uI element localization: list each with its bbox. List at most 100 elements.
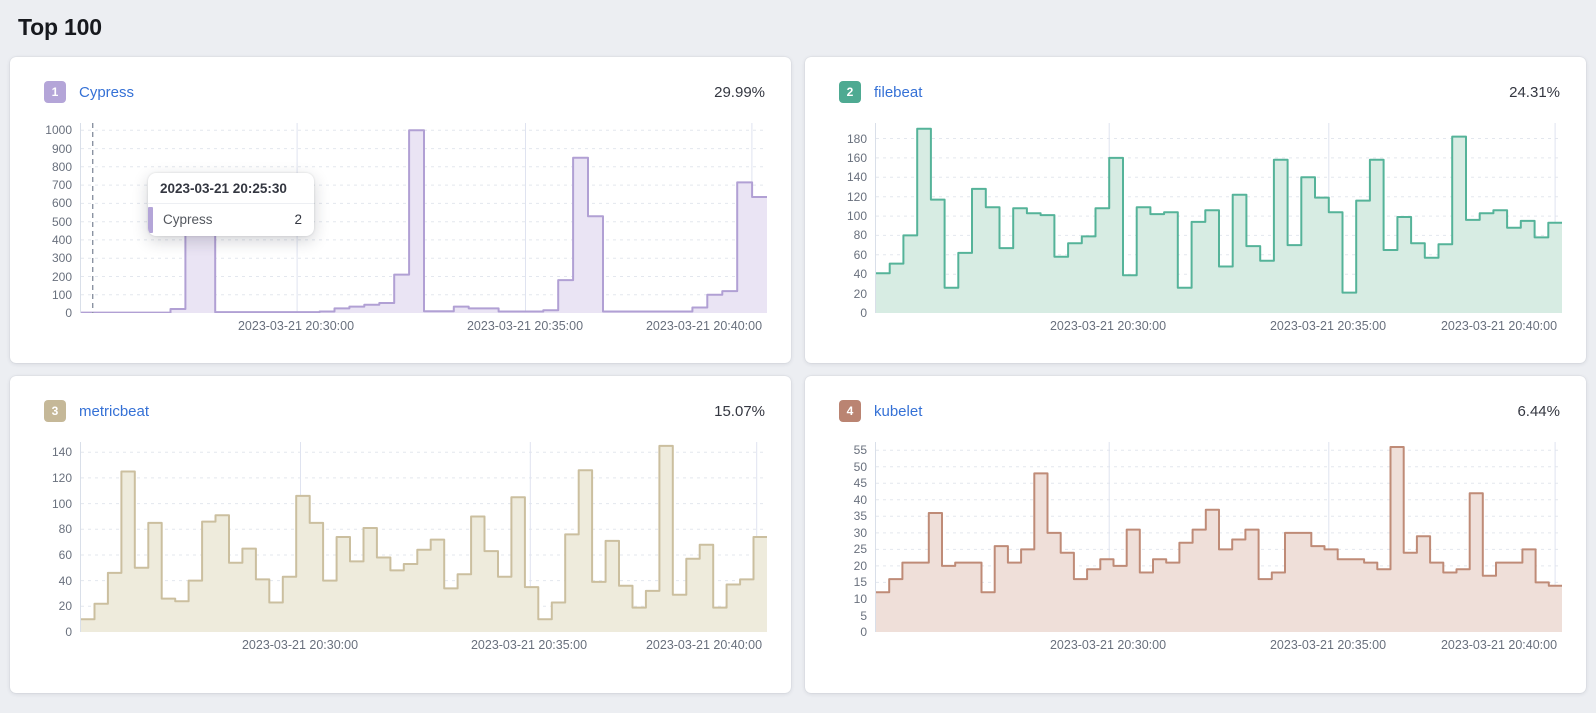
y-axis-tick-label: 0: [65, 306, 72, 320]
y-axis: 0 20 40 60 80 100 120 140 160 180: [829, 123, 875, 337]
card-header: 4 kubelet 6.44%: [829, 400, 1562, 422]
tooltip-series-row: Cypress 2: [148, 204, 314, 236]
chart-tooltip: 2023-03-21 20:25:30 Cypress 2: [148, 173, 314, 236]
tooltip-series-value: 2: [294, 212, 302, 227]
y-axis-tick-label: 0: [65, 625, 72, 639]
x-axis-tick-label: 2023-03-21 20:35:00: [1269, 319, 1387, 333]
filebeat-area-series: [876, 123, 1562, 313]
x-axis-tick-label: 2023-03-21 20:40:00: [1440, 319, 1558, 333]
rank-badge: 3: [44, 400, 66, 422]
y-axis-tick-label: 1000: [45, 123, 72, 138]
y-axis-tick-label: 40: [58, 573, 72, 588]
series-link-metricbeat[interactable]: metricbeat: [79, 402, 150, 420]
percent-value: 6.44%: [1517, 402, 1560, 420]
y-axis-tick-label: 25: [853, 542, 867, 557]
card-metricbeat: 3 metricbeat 15.07% 0 20 40 60 80 100 120 140 2…: [10, 376, 791, 693]
area-outline: [876, 446, 1562, 594]
y-axis-tick-label: 800: [51, 159, 72, 174]
kubelet-area-series: [876, 442, 1562, 632]
card-header: 3 metricbeat 15.07%: [34, 400, 767, 422]
y-axis-tick-label: 5: [860, 608, 867, 623]
series-link-kubelet[interactable]: kubelet: [874, 402, 923, 420]
y-axis-tick-label: 400: [51, 232, 72, 247]
y-axis-tick-label: 900: [51, 141, 72, 156]
y-axis-tick-label: 35: [853, 509, 867, 524]
y-axis-tick-label: 45: [853, 476, 867, 491]
area-fill: [81, 445, 767, 632]
y-axis-tick-label: 60: [853, 247, 867, 262]
y-axis-tick-label: 100: [51, 287, 72, 302]
y-axis: 0 100 200 300 400 500 600 700 800 900 1000: [34, 123, 80, 337]
x-axis: 2023-03-21 20:30:00 2023-03-21 20:35:00 20…: [875, 634, 1562, 656]
x-axis-tick-label: 2023-03-21 20:40:00: [645, 319, 763, 333]
card-cypress: 1 Cypress 29.99% 0 100 200 300 400 500 600 700 8…: [10, 57, 791, 363]
x-axis-tick-label: 2023-03-21 20:30:00: [237, 319, 355, 333]
page-title: Top 100: [18, 14, 102, 40]
x-axis-tick-label: 2023-03-21 20:30:00: [1049, 319, 1167, 333]
y-axis-tick-label: 100: [51, 496, 72, 511]
tooltip-series-name: Cypress: [163, 212, 213, 227]
y-axis-tick-label: 30: [853, 525, 867, 540]
card-filebeat: 2 filebeat 24.31% 0 20 40 60 80 100 120 140 160 1…: [805, 57, 1586, 363]
y-axis-tick-label: 60: [58, 548, 72, 562]
y-axis-tick-label: 300: [51, 251, 72, 266]
percent-value: 24.31%: [1509, 83, 1560, 101]
x-axis-tick-label: 2023-03-21 20:40:00: [1440, 638, 1558, 652]
chart-plot-area[interactable]: [80, 442, 767, 632]
x-axis-tick-label: 2023-03-21 20:35:00: [466, 319, 584, 333]
y-axis-tick-label: 20: [853, 558, 867, 573]
y-axis-tick-label: 40: [853, 267, 867, 282]
chart-filebeat: 0 20 40 60 80 100 120 140 160 180 2023-03-21 20:3…: [829, 123, 1562, 337]
card-kubelet: 4 kubelet 6.44% 0 5 10 15 20 25 30 35 40 45 50 55 2…: [805, 376, 1586, 693]
x-axis-tick-label: 2023-03-21 20:35:00: [470, 638, 588, 652]
y-axis: 0 20 40 60 80 100 120 140: [34, 442, 80, 656]
rank-badge: 1: [44, 81, 66, 103]
y-axis-tick-label: 140: [846, 170, 867, 185]
percent-value: 15.07%: [714, 402, 765, 420]
chart-cypress: 0 100 200 300 400 500 600 700 800 900 1000 2023-03…: [34, 123, 767, 337]
rank-badge: 4: [839, 400, 861, 422]
y-axis-tick-label: 0: [860, 625, 867, 639]
y-axis-tick-label: 20: [853, 286, 867, 301]
y-axis: 0 5 10 15 20 25 30 35 40 45 50 55: [829, 442, 875, 656]
tooltip-series-swatch: [148, 207, 153, 233]
y-axis-tick-label: 20: [58, 599, 72, 614]
tooltip-timestamp: 2023-03-21 20:25:30: [148, 173, 314, 204]
x-axis-tick-label: 2023-03-21 20:35:00: [1269, 638, 1387, 652]
chart-plot-area[interactable]: [875, 123, 1562, 313]
x-axis: 2023-03-21 20:30:00 2023-03-21 20:35:00 20…: [80, 315, 767, 337]
y-axis-tick-label: 120: [51, 470, 72, 485]
chart-metricbeat: 0 20 40 60 80 100 120 140 2023-03-21 20:30:00 20…: [34, 442, 767, 656]
y-axis-tick-label: 500: [51, 214, 72, 229]
y-axis-tick-label: 10: [853, 592, 867, 606]
y-axis-tick-label: 80: [853, 228, 867, 243]
x-axis-tick-label: 2023-03-21 20:40:00: [645, 638, 763, 652]
y-axis-tick-label: 50: [853, 459, 867, 474]
y-axis-tick-label: 140: [51, 445, 72, 460]
cards-grid: 1 Cypress 29.99% 0 100 200 300 400 500 600 700 8…: [10, 57, 1586, 693]
card-header: 2 filebeat 24.31%: [829, 81, 1562, 103]
area-outline: [876, 127, 1562, 294]
x-axis-tick-label: 2023-03-21 20:30:00: [241, 638, 359, 652]
y-axis-tick-label: 15: [853, 575, 867, 590]
rank-badge: 2: [839, 81, 861, 103]
y-axis-tick-label: 180: [846, 131, 867, 146]
y-axis-tick-label: 100: [846, 209, 867, 224]
percent-value: 29.99%: [714, 83, 765, 101]
series-link-filebeat[interactable]: filebeat: [874, 83, 923, 101]
metricbeat-area-series: [81, 442, 767, 632]
y-axis-tick-label: 700: [51, 178, 72, 193]
y-axis-tick-label: 600: [51, 196, 72, 211]
x-axis-tick-label: 2023-03-21 20:30:00: [1049, 638, 1167, 652]
chart-kubelet: 0 5 10 15 20 25 30 35 40 45 50 55 2023-03-21 20:30:…: [829, 442, 1562, 656]
y-axis-tick-label: 200: [51, 269, 72, 284]
y-axis-tick-label: 80: [58, 522, 72, 537]
chart-plot-area[interactable]: [875, 442, 1562, 632]
card-header: 1 Cypress 29.99%: [34, 81, 767, 103]
y-axis-tick-label: 55: [853, 443, 867, 458]
series-link-cypress[interactable]: Cypress: [79, 83, 135, 101]
x-axis: 2023-03-21 20:30:00 2023-03-21 20:35:00 20…: [875, 315, 1562, 337]
x-axis: 2023-03-21 20:30:00 2023-03-21 20:35:00 20…: [80, 634, 767, 656]
area-outline: [81, 444, 767, 621]
y-axis-tick-label: 120: [846, 189, 867, 204]
